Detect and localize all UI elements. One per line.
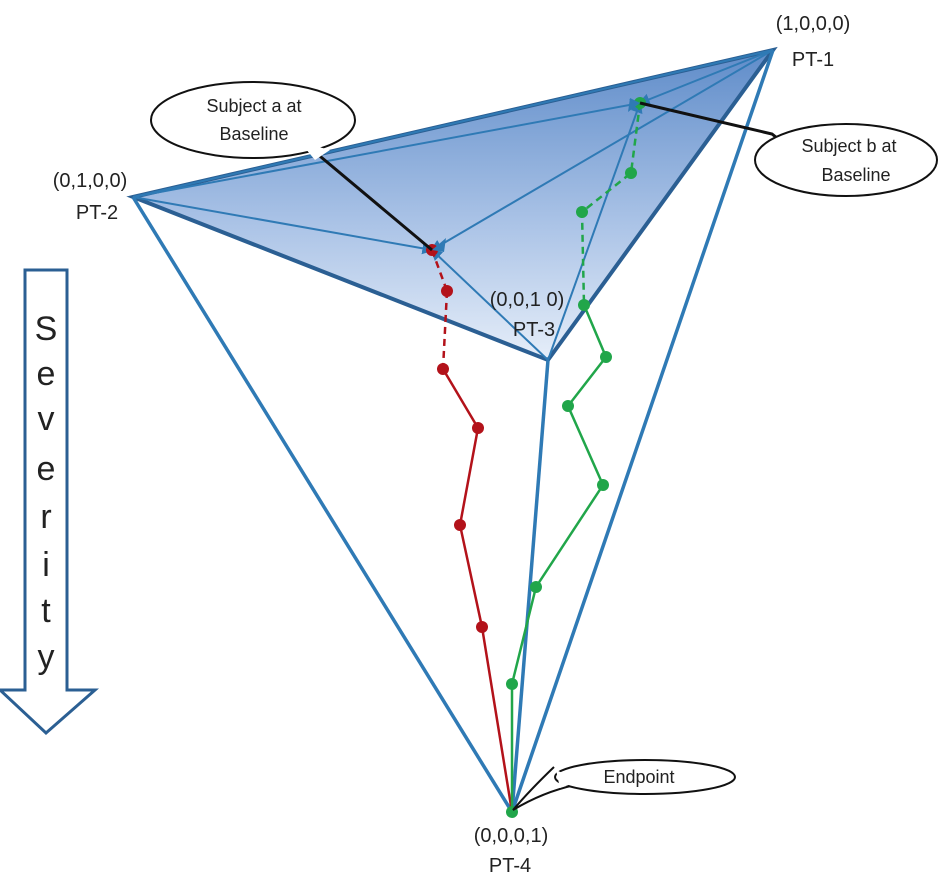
subject-a-callout: Subject a at Baseline (150, 81, 433, 252)
pt3-coords: (0,0,1 0) (490, 289, 564, 311)
severity-letter: v (38, 400, 55, 438)
subject-b-point (625, 167, 637, 179)
subject-b-arrowhead (628, 98, 640, 112)
subject-a-callout-line2: Baseline (219, 124, 288, 144)
subject-a-point (472, 422, 484, 434)
face-fan-lines (132, 49, 774, 361)
pt4-coords: (0,0,0,1) (474, 825, 548, 847)
pt1-coords: (1,0,0,0) (776, 13, 850, 35)
subject-b-point (597, 479, 609, 491)
pt1-label: PT-1 (792, 49, 834, 71)
severity-letter: r (40, 498, 51, 536)
endpoint-callout: Endpoint (512, 759, 736, 811)
subject-b-point (530, 581, 542, 593)
subject-a-trajectory (426, 244, 514, 813)
subject-a-callout-line1: Subject a at (206, 96, 301, 116)
severity-letter: t (41, 592, 51, 630)
severity-letter: y (38, 638, 55, 676)
subject-b-point (600, 351, 612, 363)
subject-a-arrowhead (432, 238, 446, 252)
pt2-coords: (0,1,0,0) (53, 170, 127, 192)
subject-b-callout: Subject b at Baseline (639, 101, 938, 197)
subject-a-point (476, 621, 488, 633)
subject-a-point (437, 363, 449, 375)
subject-a-point (454, 519, 466, 531)
pt2-label: PT-2 (76, 202, 118, 224)
subject-b-point (562, 400, 574, 412)
severity-letter: S (35, 310, 58, 348)
severity-letter: e (37, 355, 56, 393)
subject-a-point (441, 285, 453, 297)
subject-b-callout-line1: Subject b at (801, 136, 896, 156)
severity-letter: e (37, 450, 56, 488)
subject-b-point (578, 299, 590, 311)
pt4-label: PT-4 (489, 855, 531, 877)
severity-label: S e v e r i t y (35, 310, 58, 676)
tetrahedron-edges (131, 49, 775, 813)
severity-letter: i (42, 546, 50, 584)
endpoint-callout-text: Endpoint (603, 767, 674, 787)
subject-b-point (576, 206, 588, 218)
pt3-label: PT-3 (513, 319, 555, 341)
subject-b-trajectory (506, 97, 646, 818)
subject-b-point (506, 678, 518, 690)
severity-arrow: S e v e r i t y (0, 268, 99, 736)
subject-b-callout-line2: Baseline (821, 165, 890, 185)
